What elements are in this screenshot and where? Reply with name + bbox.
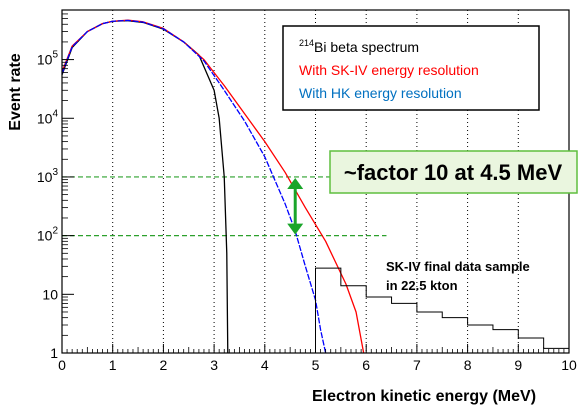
y-tick-label-base: 10 bbox=[37, 228, 53, 244]
callout-text: ~factor 10 at 4.5 MeV bbox=[344, 160, 563, 185]
legend-entry-bi214-superscript: 214 bbox=[299, 38, 314, 48]
legend-box bbox=[282, 25, 540, 111]
arrow-head-up bbox=[287, 177, 304, 189]
x-tick-label: 3 bbox=[210, 357, 218, 373]
y-tick-label: 10 bbox=[42, 286, 58, 302]
x-tick-label: 4 bbox=[261, 357, 269, 373]
callout-box bbox=[329, 150, 578, 194]
legend-entry-bi214-text: Bi beta spectrum bbox=[314, 39, 419, 55]
hk-resolution-line bbox=[61, 19, 327, 354]
y-tick-label: 1 bbox=[50, 345, 58, 361]
x-tick-label: 2 bbox=[160, 357, 168, 373]
y-tick-label-base: 10 bbox=[37, 169, 53, 185]
y-tick-label: 103 bbox=[37, 167, 59, 185]
series-lines bbox=[61, 19, 570, 354]
y-tick-label-base: 10 bbox=[42, 286, 58, 302]
legend-entry-hk: With HK energy resolution bbox=[299, 85, 462, 101]
data-sample-note-line1: SK-IV final data sample bbox=[386, 259, 530, 274]
y-axis-title: Event rate bbox=[7, 53, 24, 130]
legend-entry-sk-iv: With SK-IV energy resolution bbox=[299, 62, 479, 78]
x-tick-label: 0 bbox=[58, 357, 66, 373]
legend-entry-bi214: 214Bi beta spectrum bbox=[299, 38, 419, 55]
y-tick-label-base: 1 bbox=[50, 345, 58, 361]
factor-double-arrow bbox=[287, 177, 304, 235]
sk-iv-data-histogram bbox=[315, 267, 570, 353]
axis-ticks bbox=[61, 9, 570, 354]
y-tick-label-exponent: 2 bbox=[52, 226, 58, 237]
sk-iv-resolution-line bbox=[61, 19, 365, 354]
x-axis-title: Electron kinetic energy (MeV) bbox=[312, 388, 536, 405]
y-tick-label-exponent: 3 bbox=[52, 167, 58, 178]
x-tick-label: 8 bbox=[464, 357, 472, 373]
factor-callout: ~factor 10 at 4.5 MeV bbox=[329, 150, 578, 194]
legend: 214Bi beta spectrum With SK-IV energy re… bbox=[282, 25, 540, 111]
x-tick-label: 6 bbox=[362, 357, 370, 373]
x-tick-label: 1 bbox=[109, 357, 117, 373]
y-tick-label-exponent: 5 bbox=[52, 50, 58, 61]
x-tick-label: 5 bbox=[312, 357, 320, 373]
y-tick-label: 105 bbox=[37, 50, 59, 68]
arrow-head-down bbox=[287, 223, 304, 235]
y-tick-label-exponent: 4 bbox=[52, 108, 58, 119]
y-tick-label-base: 10 bbox=[37, 110, 53, 126]
data-sample-note-line2: in 22.5 kton bbox=[386, 278, 458, 293]
y-tick-label: 102 bbox=[37, 226, 59, 244]
y-tick-label: 104 bbox=[37, 108, 59, 126]
x-tick-label: 10 bbox=[561, 357, 577, 373]
x-tick-label: 9 bbox=[514, 357, 522, 373]
y-tick-label-base: 10 bbox=[37, 52, 53, 68]
x-tick-label: 7 bbox=[413, 357, 421, 373]
